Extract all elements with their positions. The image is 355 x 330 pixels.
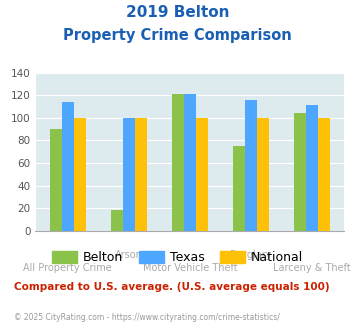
Text: © 2025 CityRating.com - https://www.cityrating.com/crime-statistics/: © 2025 CityRating.com - https://www.city… [14,314,280,322]
Bar [135,118,147,231]
Bar [74,118,86,231]
Bar [318,118,330,231]
Legend: Belton, Texas, National: Belton, Texas, National [47,246,308,269]
Bar [171,94,184,231]
Text: Compared to U.S. average. (U.S. average equals 100): Compared to U.S. average. (U.S. average … [14,282,330,292]
Bar [257,118,269,231]
Text: Larceny & Theft: Larceny & Theft [273,263,351,273]
Text: All Property Crime: All Property Crime [23,263,112,273]
Text: Arson: Arson [115,250,143,260]
Text: 2019 Belton: 2019 Belton [126,5,229,20]
Text: Motor Vehicle Theft: Motor Vehicle Theft [143,263,237,273]
Text: Property Crime Comparison: Property Crime Comparison [63,28,292,43]
Bar [306,105,318,231]
Bar [245,100,257,231]
Text: Burglary: Burglary [230,250,272,260]
Bar [184,94,196,231]
Bar [294,113,306,231]
Bar [62,102,74,231]
Bar [50,129,62,231]
Bar [123,118,135,231]
Bar [110,210,123,231]
Bar [233,146,245,231]
Bar [196,118,208,231]
